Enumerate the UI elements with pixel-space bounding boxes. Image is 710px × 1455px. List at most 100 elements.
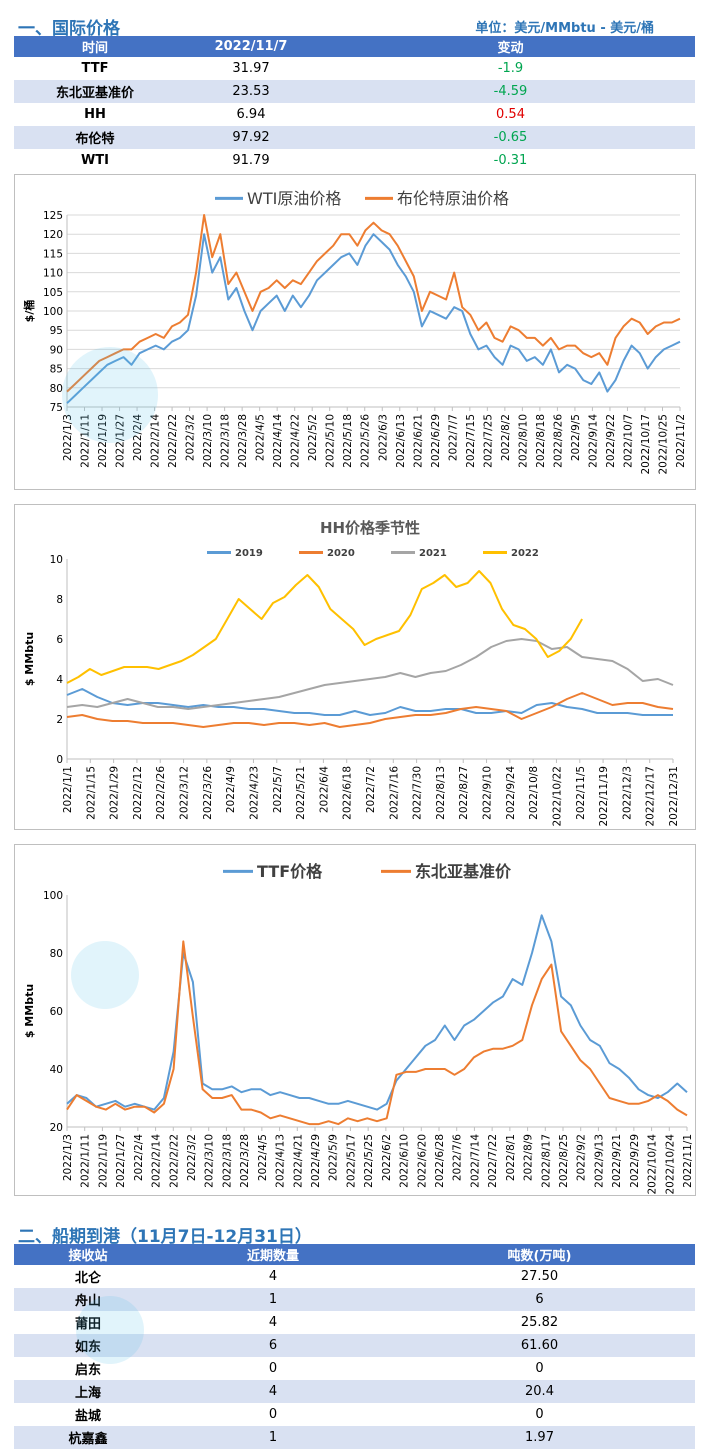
header-date: 2022/11/7	[176, 36, 326, 57]
x-tick-label: 2022/8/26	[552, 414, 564, 468]
x-tick-label: 2022/1/11	[80, 1134, 92, 1188]
x-tick-label: 2022/8/1	[505, 1134, 517, 1181]
x-tick-label: 2022/10/25	[657, 414, 669, 475]
x-tick-label: 2022/2/12	[132, 766, 144, 820]
ship-count: 0	[268, 1407, 278, 1422]
x-tick-label: 2022/4/9	[225, 766, 237, 813]
series-line-2021	[66, 638, 674, 710]
ship-count: 1	[162, 1288, 384, 1311]
x-tick-label: 2022/9/14	[587, 414, 599, 468]
y-tick-label: 4	[56, 674, 63, 686]
x-tick-label: 2022/3/10	[204, 1134, 216, 1188]
x-tick-label: 2022/8/2	[500, 414, 512, 461]
hh-seasonality-chart-panel: HH价格季节性 2019 2020 2021 2022 0 2 4 6 8 10 $ MMbtu 202…	[14, 504, 696, 830]
x-tick-label: 2022/1/29	[109, 766, 121, 820]
x-tick-label: 2022/10/17	[640, 414, 652, 475]
y-tick-label: 6	[56, 634, 63, 646]
shipping-table-header: 接收站 近期数量 吨数(万吨)	[14, 1244, 695, 1265]
header-terminal: 接收站	[14, 1244, 162, 1265]
series-line-东北亚基准价	[66, 940, 688, 1126]
x-tick-label: 2022/5/7	[272, 766, 284, 813]
y-tick-label: 40	[50, 1064, 63, 1076]
price-change: -1.9	[497, 61, 524, 76]
price-change: 0.54	[496, 107, 525, 122]
x-tick-label: 2022/5/26	[360, 414, 372, 468]
x-tick-label: 2022/5/9	[328, 1134, 340, 1181]
section1-title: 一、国际价格	[18, 19, 120, 39]
x-tick-label: 2022/6/2	[381, 1134, 393, 1181]
x-tick-label: 2022/3/12	[179, 766, 191, 820]
x-tick-label: 2022/4/14	[272, 414, 284, 468]
series-line-TTF价格	[66, 914, 688, 1111]
x-tick-label: 2022/7/2	[365, 766, 377, 813]
ttf-jkm-chart-panel: TTF价格 东北亚基准价 20 40 60 80 100 $ MMbtu 2022/1/3 202…	[14, 844, 696, 1196]
series-line-2019	[66, 688, 673, 716]
ship-tons: 61.60	[384, 1334, 695, 1357]
legend-label: TTF价格	[257, 862, 323, 881]
x-tick-label: 2022/11/5	[575, 766, 587, 820]
y-tick-label: 2	[56, 714, 63, 726]
ship-tons: 20.4	[384, 1380, 695, 1403]
x-tick-label: 2022/3/2	[185, 414, 197, 461]
ship-tons: 1.97	[384, 1426, 695, 1449]
y-tick-label: 90	[50, 344, 63, 356]
shipping-row: 启东 0 0	[14, 1357, 695, 1380]
oil-price-chart-panel: WTI原油价格 布伦特原油价格 75 80 85 90 95 100 105 110 115 120 1…	[14, 174, 696, 490]
y-tick-label: 100	[43, 890, 63, 902]
x-tick-label: 2022/12/3	[621, 766, 633, 820]
ship-tons: 25.82	[520, 1315, 559, 1330]
x-tick-label: 2022/1/15	[85, 766, 97, 820]
terminal-name: 莆田	[74, 1317, 101, 1332]
legend-label: WTI原油价格	[247, 189, 341, 208]
x-tick-label: 2022/3/18	[221, 1134, 233, 1188]
x-tick-label: 2022/9/10	[482, 766, 494, 820]
x-tick-label: 2022/11/1	[682, 1134, 694, 1188]
header-tons: 吨数(万吨)	[384, 1244, 695, 1265]
legend-label: 2022	[511, 548, 539, 559]
price-name: WTI	[80, 153, 110, 168]
x-tick-label: 2022/7/15	[465, 414, 477, 468]
x-tick-label: 2022/8/25	[558, 1134, 570, 1188]
x-tick-label: 2022/1/27	[115, 1134, 127, 1188]
price-change: -0.31	[493, 153, 528, 168]
ship-count: 1	[162, 1426, 384, 1449]
y-tick-label: 100	[43, 306, 63, 318]
price-row: 东北亚基准价 23.53 -4.59	[14, 80, 695, 103]
y-tick-label: 105	[43, 287, 63, 299]
x-tick-label: 2022/8/17	[540, 1134, 552, 1188]
x-tick-label: 2022/8/9	[523, 1134, 535, 1181]
unit-label: 单位：美元/MMbtu - 美元/桶	[475, 21, 654, 36]
price-table-header: 时间 2022/11/7 变动	[14, 36, 695, 57]
price-name: 布伦特	[14, 126, 176, 149]
x-tick-label: 2022/9/5	[570, 414, 582, 461]
x-tick-label: 2022/9/29	[629, 1134, 641, 1188]
x-tick-label: 2022/2/4	[133, 1134, 145, 1181]
price-table: 时间 2022/11/7 变动 TTF 31.97 -1.9 东北亚基准价 23.53-…	[14, 36, 695, 172]
x-tick-label: 2022/4/23	[248, 766, 260, 820]
x-tick-label: 2022/8/27	[458, 766, 470, 820]
shipping-row: 北仑 4 27.50	[14, 1265, 695, 1288]
legend-label: 东北亚基准价	[415, 862, 512, 881]
y-tick-label: 115	[43, 248, 63, 260]
x-tick-label: 2022/8/18	[535, 414, 547, 468]
x-tick-label: 2022/10/14	[647, 1134, 659, 1195]
x-tick-label: 2022/4/13	[275, 1134, 287, 1188]
x-tick-label: 2022/6/18	[342, 766, 354, 820]
x-tick-label: 2022/1/1	[62, 766, 74, 813]
price-row: TTF 31.97 -1.9	[14, 57, 695, 80]
y-tick-label: 120	[43, 229, 63, 241]
y-tick-label: 110	[43, 268, 63, 280]
shipping-row: 莆田 4 25.82	[14, 1311, 695, 1334]
x-tick-label: 2022/8/10	[517, 414, 529, 468]
y-tick-label: 80	[50, 948, 63, 960]
x-tick-label: 2022/3/28	[237, 414, 249, 468]
x-tick-label: 2022/2/14	[150, 414, 162, 468]
x-tick-label: 2022/3/18	[220, 414, 232, 468]
x-tick-label: 2022/2/22	[167, 414, 179, 468]
x-tick-label: 2022/10/22	[551, 766, 563, 827]
ship-count: 4	[268, 1315, 278, 1330]
y-tick-label: 80	[50, 383, 63, 395]
x-tick-label: 2022/4/21	[292, 1134, 304, 1188]
x-tick-label: 2022/2/14	[151, 1134, 163, 1188]
section2-title: 二、船期到港（11月7日-12月31日）	[18, 1227, 312, 1247]
